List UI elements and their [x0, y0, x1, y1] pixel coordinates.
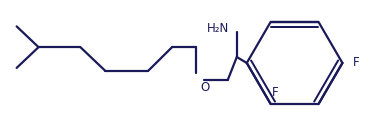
- Text: O: O: [200, 81, 209, 94]
- Text: F: F: [272, 86, 279, 99]
- Text: H₂N: H₂N: [207, 22, 229, 35]
- Text: F: F: [353, 57, 360, 69]
